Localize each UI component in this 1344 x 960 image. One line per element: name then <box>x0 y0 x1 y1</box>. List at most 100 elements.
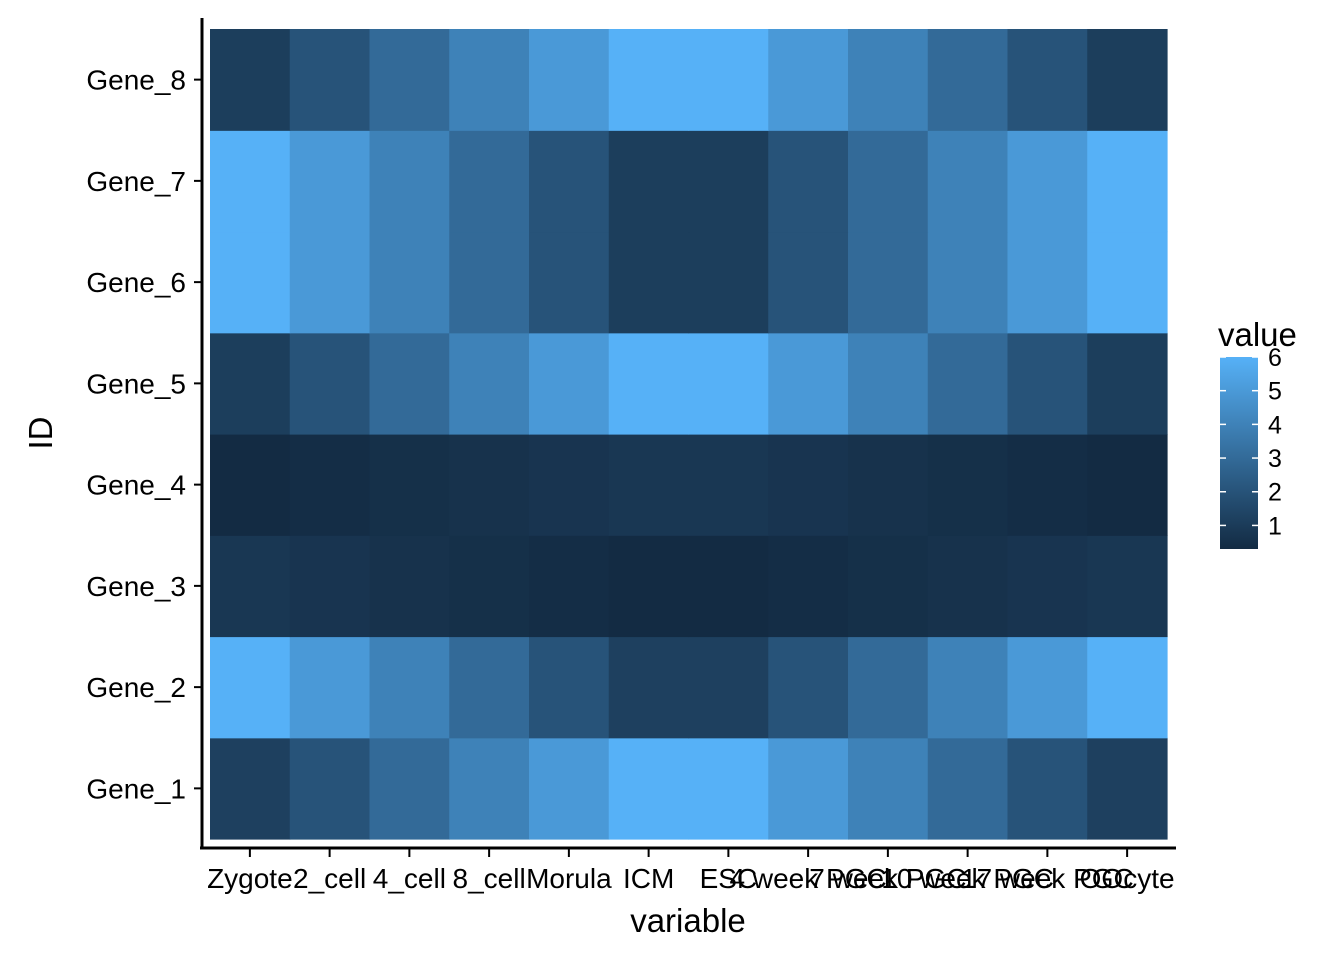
heatmap-cell <box>688 332 769 435</box>
y-tick-label: Gene_7 <box>86 166 186 197</box>
x-tick-label: 17 week PGC <box>961 863 1134 894</box>
heatmap-cell <box>210 332 291 435</box>
heatmap-cell <box>289 29 371 131</box>
legend-tick-label: 2 <box>1268 479 1282 507</box>
heatmap-cell <box>449 130 530 233</box>
heatmap-cell <box>1087 737 1168 840</box>
heatmap-cell <box>688 636 769 739</box>
heatmap-cell <box>449 29 530 131</box>
legend-title: value <box>1218 316 1297 353</box>
heatmap-cell <box>1087 636 1168 739</box>
y-tick-label: Gene_6 <box>86 267 186 298</box>
heatmap-cell <box>608 535 690 638</box>
heatmap-cell <box>1007 332 1088 435</box>
heatmap-cell <box>768 231 849 334</box>
heatmap-cell <box>449 231 530 334</box>
heatmap-cell <box>768 130 849 233</box>
legend-tick-label: 1 <box>1268 512 1282 540</box>
heatmap-cell <box>848 636 929 739</box>
heatmap-cell <box>1087 434 1168 536</box>
heatmap-cell <box>449 434 530 536</box>
heatmap-cells <box>210 29 1168 840</box>
x-tick-label: Morula <box>526 863 612 894</box>
heatmap-cell <box>927 231 1009 334</box>
heatmap-cell <box>848 434 929 536</box>
heatmap-cell <box>369 332 450 435</box>
heatmap-cell <box>529 130 610 233</box>
x-tick-label: 2_cell <box>293 863 366 894</box>
x-tick-label: ESC <box>700 863 758 894</box>
heatmap-cell <box>688 434 769 536</box>
heatmap-cell <box>848 231 929 334</box>
heatmap-cell <box>1007 29 1088 131</box>
x-tick-label: OOcyte <box>1080 863 1175 894</box>
heatmap-cell <box>210 130 291 233</box>
heatmap-cell <box>210 231 291 334</box>
heatmap-cell <box>608 434 690 536</box>
y-tick-label: Gene_1 <box>86 773 186 804</box>
x-tick-label: 4 week PGC <box>730 863 887 894</box>
heatmap-cell <box>688 535 769 638</box>
heatmap-cell <box>529 29 610 131</box>
heatmap-cell <box>369 130 450 233</box>
heatmap-cell <box>529 636 610 739</box>
x-tick-label: ICM <box>623 863 674 894</box>
legend-tick-label: 6 <box>1268 344 1282 372</box>
heatmap-cell <box>927 332 1009 435</box>
heatmap-cell <box>927 130 1009 233</box>
y-axis-ticks: Gene_1 Gene_2 Gene_3 Gene_4 Gene_5 Gene_6 Gene… <box>86 65 202 804</box>
heatmap-cell <box>289 130 371 233</box>
heatmap-cell <box>848 737 929 840</box>
heatmap-cell <box>369 231 450 334</box>
heatmap-cell <box>927 535 1009 638</box>
heatmap-cell <box>688 29 769 131</box>
heatmap-cell <box>1087 231 1168 334</box>
heatmap-cell <box>1087 535 1168 638</box>
legend: value 1 2 3 4 5 6 <box>1218 316 1297 549</box>
y-tick-label: Gene_8 <box>86 65 186 96</box>
heatmap-cell <box>1007 737 1088 840</box>
heatmap-cell <box>608 231 690 334</box>
heatmap-cell <box>289 535 371 638</box>
heatmap-cell <box>768 29 849 131</box>
y-tick-label: Gene_4 <box>86 470 186 501</box>
heatmap-cell <box>768 332 849 435</box>
legend-tick-label: 4 <box>1268 411 1282 439</box>
x-axis-title: variable <box>630 902 746 939</box>
x-tick-label: 7 week PGC <box>809 863 966 894</box>
y-tick-label: Gene_3 <box>86 571 186 602</box>
heatmap-cell <box>848 29 929 131</box>
heatmap-cell <box>529 231 610 334</box>
y-axis-title: ID <box>22 417 59 450</box>
heatmap-cell <box>449 535 530 638</box>
heatmap-cell <box>289 737 371 840</box>
heatmap-cell <box>768 535 849 638</box>
legend-tick-label: 5 <box>1268 378 1282 406</box>
heatmap-cell <box>210 636 291 739</box>
heatmap-cell <box>848 332 929 435</box>
heatmap-cell <box>927 636 1009 739</box>
heatmap-cell <box>1087 29 1168 131</box>
heatmap-cell <box>1007 231 1088 334</box>
heatmap-cell <box>449 332 530 435</box>
legend-colorbar <box>1220 357 1258 549</box>
heatmap-cell <box>927 434 1009 536</box>
heatmap-cell <box>1007 130 1088 233</box>
heatmap-cell <box>768 434 849 536</box>
heatmap-cell <box>1087 130 1168 233</box>
heatmap-cell <box>608 737 690 840</box>
heatmap-cell <box>289 434 371 536</box>
heatmap-cell <box>210 535 291 638</box>
heatmap-cell <box>768 636 849 739</box>
heatmap-cell <box>848 130 929 233</box>
heatmap-cell <box>848 535 929 638</box>
heatmap-cell <box>369 737 450 840</box>
axes <box>200 18 1176 850</box>
heatmap-cell <box>369 636 450 739</box>
x-tick-label: 10 week PGC <box>881 863 1054 894</box>
heatmap-cell <box>529 737 610 840</box>
heatmap-cell <box>449 636 530 739</box>
heatmap-cell <box>369 535 450 638</box>
